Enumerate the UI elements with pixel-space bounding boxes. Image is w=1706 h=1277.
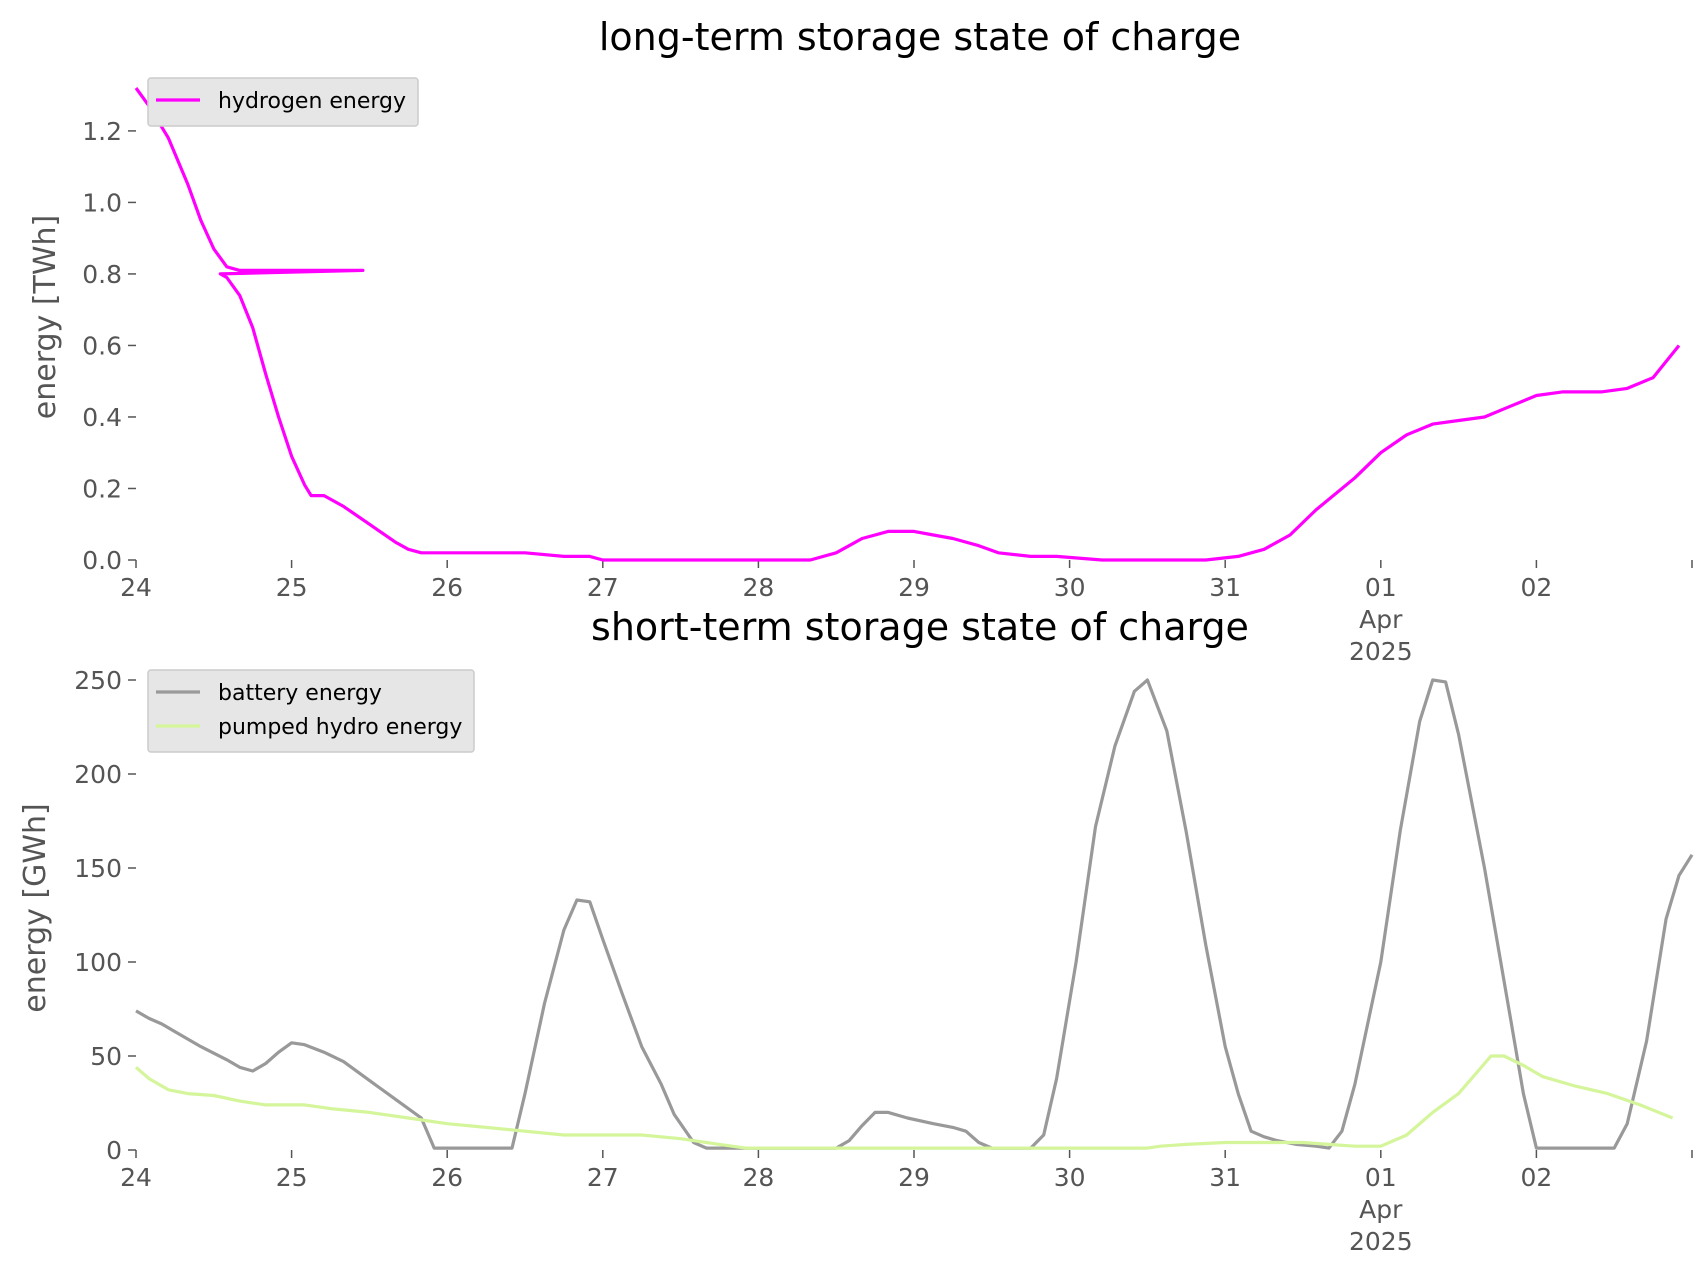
x-tick-label: 01 (1365, 1163, 1397, 1192)
y-axis-label: energy [TWh] (28, 215, 63, 419)
x-tick-label: 31 (1209, 573, 1241, 602)
x-axis-ticks: 24 25 26 27 28 29 30 31 01 Apr 2025 02 (120, 1150, 1693, 1256)
x-tick-label: 28 (742, 1163, 774, 1192)
y-tick-label: 0.4 (82, 403, 122, 432)
y-tick-label: 150 (74, 854, 122, 883)
x-tick-label: 26 (431, 573, 463, 602)
x-tick-label: 31 (1209, 1163, 1241, 1192)
y-tick-label: 0.2 (82, 474, 122, 503)
x-tick-label: 24 (120, 573, 152, 602)
x-tick-label: 30 (1054, 1163, 1086, 1192)
series-line-pumped-hydro-energy (134, 1054, 1674, 1150)
x-axis-ticks: 24 25 26 27 28 29 30 31 01 Apr 2025 02 (120, 560, 1693, 666)
legend-box (147, 77, 419, 127)
y-axis-ticks: 0.0 0.2 0.4 0.6 0.8 1.0 1.2 (82, 117, 136, 575)
x-tick-label: 02 (1520, 573, 1552, 602)
x-tick-label: 02 (1520, 1163, 1552, 1192)
chart-title: long-term storage state of charge (599, 15, 1241, 59)
series-line-hydrogen-energy (134, 87, 1681, 562)
y-tick-label: 1.2 (82, 117, 122, 146)
x-tick-label: 24 (120, 1163, 152, 1192)
y-axis-label: energy [GWh] (18, 803, 53, 1012)
x-tick-month-label: Apr (1359, 1195, 1403, 1224)
legend-label: battery energy (218, 681, 382, 706)
y-tick-label: 0 (106, 1136, 122, 1165)
series-group (134, 87, 1681, 562)
x-tick-label: 27 (587, 1163, 619, 1192)
x-tick-label: 29 (898, 1163, 930, 1192)
y-tick-label: 200 (74, 760, 122, 789)
legend-label: hydrogen energy (218, 89, 406, 114)
y-tick-label: 1.0 (82, 188, 122, 217)
x-tick-label: 25 (276, 573, 308, 602)
chart-short-term-storage: short-term storage state of charge energ… (18, 605, 1694, 1256)
x-tick-year-label: 2025 (1349, 637, 1413, 666)
x-tick-month-label: Apr (1359, 605, 1403, 634)
chart-long-term-storage: long-term storage state of charge energy… (28, 15, 1693, 666)
x-tick-label: 29 (898, 573, 930, 602)
chart-title: short-term storage state of charge (591, 605, 1249, 649)
x-tick-label: 27 (587, 573, 619, 602)
legend-box (147, 669, 475, 753)
y-axis-ticks: 0 50 100 150 200 250 (74, 666, 136, 1165)
y-tick-label: 0.6 (82, 331, 122, 360)
y-tick-label: 100 (74, 948, 122, 977)
x-tick-label: 28 (742, 573, 774, 602)
y-tick-label: 250 (74, 666, 122, 695)
x-tick-label: 30 (1054, 573, 1086, 602)
y-tick-label: 50 (90, 1042, 122, 1071)
x-tick-label: 26 (431, 1163, 463, 1192)
x-tick-label: 25 (276, 1163, 308, 1192)
legend-label: pumped hydro energy (218, 715, 462, 740)
y-tick-label: 0.8 (82, 260, 122, 289)
x-tick-label: 01 (1365, 573, 1397, 602)
x-tick-year-label: 2025 (1349, 1227, 1413, 1256)
legend: battery energy pumped hydro energy (147, 669, 475, 753)
legend: hydrogen energy (147, 77, 419, 127)
y-tick-label: 0.0 (82, 546, 122, 575)
series-group (134, 678, 1694, 1150)
series-line-battery-energy (135, 678, 1694, 1150)
